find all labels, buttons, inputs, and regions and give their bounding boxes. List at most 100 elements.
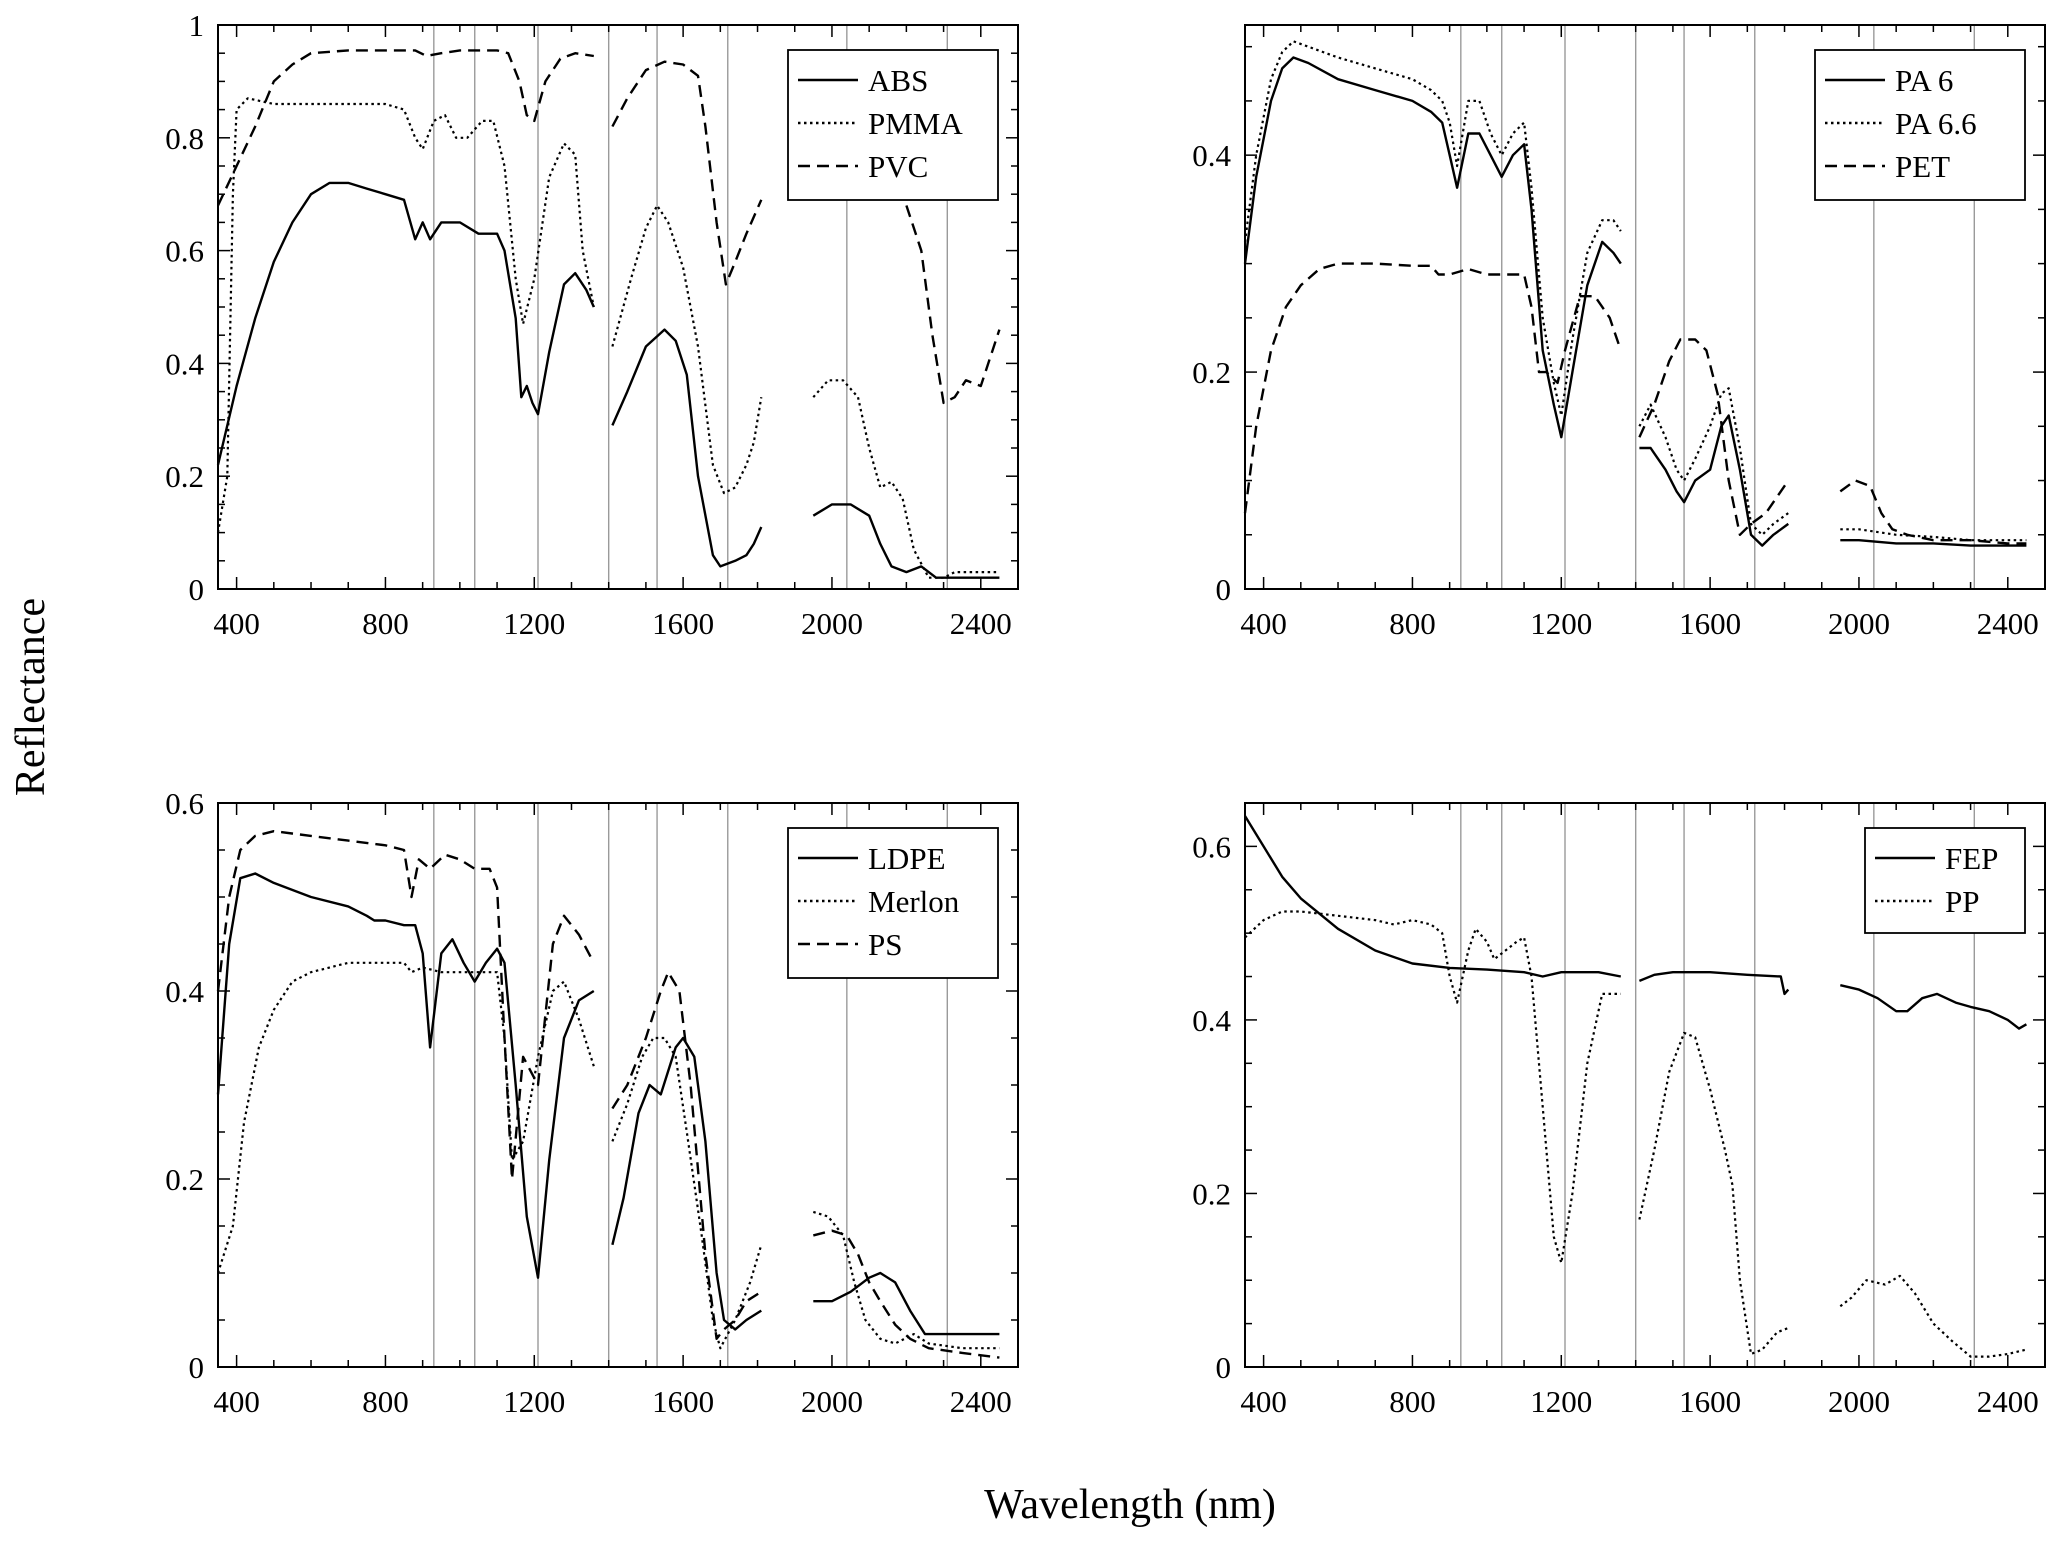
series-pet [1243, 262, 2027, 545]
y-tick-label: 0.4 [1192, 1003, 1231, 1038]
legend: ABS PMMA PVC [787, 49, 999, 201]
series-line [1840, 984, 2028, 1030]
series-pa-6 [1243, 56, 2027, 547]
series-abs [216, 181, 1000, 579]
series-pp [1244, 910, 2027, 1358]
x-tick-label: 1600 [1679, 1384, 1741, 1419]
series-line [1839, 1274, 2027, 1358]
x-tick-label: 800 [1389, 1384, 1436, 1419]
x-tick-label: 2400 [950, 606, 1012, 641]
series-line [216, 830, 595, 1181]
y-tick-label: 0.2 [1192, 1176, 1231, 1211]
x-tick-label: 800 [1389, 606, 1436, 641]
x-tick-label: 400 [1240, 606, 1287, 641]
series-line [611, 60, 763, 286]
series-line [611, 204, 763, 495]
x-tick-label: 400 [213, 1384, 260, 1419]
series-line [216, 97, 595, 533]
series-line [905, 205, 1001, 405]
x-tick-label: 2400 [950, 1384, 1012, 1419]
y-tick-label: 0.6 [165, 234, 204, 269]
legend-label: PA 6.6 [1895, 106, 1977, 141]
series-pvc [216, 49, 1001, 405]
series-line [1244, 910, 1621, 1264]
x-tick-label: 1600 [652, 606, 714, 641]
x-tick-label: 2000 [801, 1384, 863, 1419]
y-tick-label: 0 [1216, 1350, 1232, 1385]
y-tick-label: 0 [189, 572, 205, 607]
legend-label: PVC [868, 149, 928, 184]
panel-4: 400 800 1200 1600 2000 2400 0 0.2 0.4 0.6 FEP PP [1192, 802, 2046, 1419]
series-line [216, 872, 595, 1279]
legend-label: LDPE [868, 841, 946, 876]
series-merlon [216, 961, 1000, 1350]
x-tick-label: 1600 [1679, 606, 1741, 641]
legend-label: Merlon [868, 884, 960, 919]
series-line [813, 1229, 1000, 1359]
x-tick-label: 1200 [503, 606, 565, 641]
x-tick-label: 800 [362, 606, 409, 641]
series-line [611, 1036, 763, 1350]
y-tick-label: 0.6 [1192, 829, 1231, 864]
series-fep [1243, 815, 2028, 1030]
legend-box [787, 49, 999, 201]
y-tick-label: 0.8 [165, 121, 204, 156]
series-line [1243, 40, 1622, 417]
legend-label: ABS [868, 63, 928, 98]
y-tick-label: 1 [189, 8, 205, 43]
y-tick-label: 0 [189, 1350, 205, 1385]
x-tick-label: 2000 [1828, 606, 1890, 641]
panel-1: 400 800 1200 1600 2000 2400 0 0.2 0.4 0.6 0.8 1 ABS P… [165, 8, 1019, 641]
x-tick-label: 2000 [1828, 1384, 1890, 1419]
series-line [1639, 414, 1790, 547]
series-line [1243, 56, 1622, 439]
x-tick-label: 1200 [1530, 606, 1592, 641]
x-tick-label: 1200 [1530, 1384, 1592, 1419]
panels: 400 800 1200 1600 2000 2400 0 0.2 0.4 0.6 0.8 1 ABS P… [165, 8, 2046, 1419]
x-tick-label: 2000 [801, 606, 863, 641]
legend-label: PP [1945, 884, 1979, 919]
series-line [812, 503, 1000, 579]
series-line [813, 1271, 1000, 1336]
series-line [1243, 815, 1622, 978]
series-line [611, 971, 762, 1340]
x-tick-label: 2400 [1977, 1384, 2039, 1419]
y-tick-label: 0 [1216, 572, 1232, 607]
x-tick-label: 400 [1240, 1384, 1287, 1419]
y-tick-label: 0.2 [1192, 355, 1231, 390]
series-line [1840, 528, 2027, 542]
y-tick-label: 0.2 [165, 459, 204, 494]
series-line [216, 181, 595, 466]
x-tick-label: 1600 [652, 1384, 714, 1419]
y-tick-label: 0.6 [165, 786, 204, 821]
legend: PA 6 PA 6.6 PET [1814, 49, 2026, 201]
legend-label: PET [1895, 149, 1950, 184]
legend-label: PA 6 [1895, 63, 1953, 98]
legend-box [787, 827, 999, 979]
series-line [812, 1210, 1000, 1350]
series-line [1638, 971, 1790, 996]
x-tick-label: 400 [213, 606, 260, 641]
series-line [1243, 262, 1622, 514]
legend-label: PMMA [868, 106, 963, 141]
y-tick-label: 0.4 [1192, 138, 1231, 173]
x-tick-label: 800 [362, 1384, 409, 1419]
x-tick-label: 1200 [503, 1384, 565, 1419]
plot-frame [1244, 802, 2046, 1368]
series-ps [216, 830, 1000, 1359]
series-line [1839, 479, 2027, 545]
series-line [1638, 338, 1790, 536]
series-ldpe [216, 872, 1000, 1336]
series-line [1840, 539, 2027, 547]
series-line [1638, 387, 1789, 536]
series-line [216, 49, 594, 207]
series-line [1638, 1031, 1789, 1356]
legend-label: PS [868, 927, 902, 962]
legend: LDPE Merlon PS [787, 827, 999, 979]
y-tick-label: 0.4 [165, 974, 204, 1009]
legend-box [1814, 49, 2026, 201]
panel-3: 400 800 1200 1600 2000 2400 0 0.2 0.4 0.6 LDPE Merl… [165, 786, 1019, 1419]
y-tick-label: 0.4 [165, 346, 204, 381]
